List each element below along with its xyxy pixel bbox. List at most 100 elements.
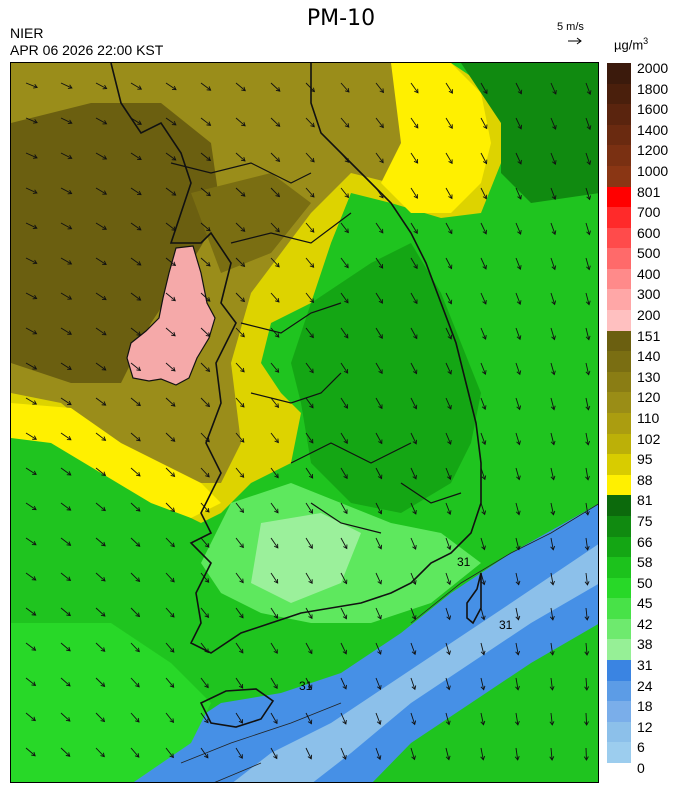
wind-arrow bbox=[550, 572, 554, 585]
wind-arrow bbox=[60, 397, 72, 406]
wind-arrow-head bbox=[446, 615, 452, 621]
pm10-map[interactable]: 31 31 31 bbox=[10, 62, 599, 783]
wind-arrow-head bbox=[413, 264, 418, 270]
wind-arrow bbox=[200, 432, 210, 442]
wind-arrow bbox=[130, 292, 141, 301]
wind-arrow-head bbox=[343, 333, 349, 339]
wind-arrow-head bbox=[309, 403, 314, 409]
wind-arrow-head bbox=[238, 719, 243, 724]
wind-arrow bbox=[95, 467, 106, 476]
wind-arrow bbox=[305, 537, 313, 549]
wind-arrow-head bbox=[584, 581, 590, 586]
wind-arrow-head bbox=[205, 402, 211, 408]
wind-arrow-head bbox=[586, 265, 591, 271]
wind-arrow-head bbox=[170, 577, 175, 583]
wind-arrow-head bbox=[66, 506, 72, 511]
wind-arrow-head bbox=[275, 297, 280, 303]
wind-arrow bbox=[445, 572, 451, 585]
wind-arrow-head bbox=[101, 506, 106, 512]
wind-arrow bbox=[550, 117, 557, 130]
contour-label: 31 bbox=[299, 679, 313, 693]
wind-arrow bbox=[60, 82, 73, 89]
legend-label: 31 bbox=[637, 657, 653, 674]
wind-arrow-head bbox=[412, 369, 418, 375]
wind-arrow bbox=[60, 607, 71, 616]
wind-arrow-head bbox=[65, 717, 71, 722]
wind-arrow-head bbox=[585, 405, 591, 411]
wind-arrow-head bbox=[65, 752, 71, 757]
wind-arrow-head bbox=[480, 720, 486, 726]
wind-arrow-head bbox=[171, 156, 177, 161]
wind-arrow bbox=[25, 747, 36, 757]
wind-arrow-head bbox=[310, 157, 315, 163]
wind-arrow-head bbox=[240, 297, 246, 303]
wind-arrow bbox=[235, 292, 245, 302]
wind-arrow-head bbox=[275, 192, 281, 198]
wind-arrow bbox=[60, 677, 71, 687]
wind-arrow-field bbox=[25, 82, 592, 761]
coastline-korea bbox=[110, 63, 482, 654]
wind-arrow bbox=[515, 607, 519, 620]
wind-arrow bbox=[515, 82, 522, 94]
wind-arrow bbox=[305, 257, 314, 268]
wind-arrow bbox=[375, 152, 384, 163]
wind-arrow bbox=[375, 362, 383, 374]
wind-arrow-head bbox=[240, 262, 246, 268]
wind-arrow-head bbox=[377, 544, 383, 550]
wind-arrow-head bbox=[379, 123, 384, 129]
wind-arrow-head bbox=[412, 580, 417, 585]
wind-arrow-head bbox=[206, 191, 211, 197]
wind-arrow-head bbox=[551, 335, 556, 341]
wind-arrow bbox=[165, 82, 177, 91]
wind-arrow bbox=[235, 362, 245, 373]
wind-arrow bbox=[410, 187, 418, 199]
wind-arrow-head bbox=[585, 300, 591, 306]
wind-arrow-head bbox=[481, 580, 486, 586]
wind-arrow-head bbox=[378, 299, 383, 304]
wind-arrow bbox=[375, 607, 382, 620]
wind-arrow-head bbox=[273, 719, 278, 725]
wind-reference-arrow-icon bbox=[568, 37, 582, 45]
wind-arrow-head bbox=[273, 614, 278, 619]
legend-label: 88 bbox=[637, 471, 653, 488]
wind-arrow bbox=[25, 397, 37, 405]
wind-arrow bbox=[165, 257, 176, 266]
wind-arrow bbox=[200, 642, 209, 653]
wind-arrow bbox=[585, 362, 590, 375]
wind-arrow bbox=[480, 152, 487, 164]
wind-arrow-head bbox=[205, 437, 210, 443]
pm-zone-land-green bbox=[291, 243, 481, 513]
wind-arrow-head bbox=[169, 718, 175, 724]
legend-swatch bbox=[607, 742, 631, 764]
wind-arrow bbox=[60, 502, 71, 511]
wind-arrow-head bbox=[240, 227, 246, 232]
wind-arrow-head bbox=[101, 401, 107, 406]
wind-arrow bbox=[60, 362, 72, 370]
legend-label: 95 bbox=[637, 451, 653, 468]
legend-label: 0 bbox=[637, 760, 645, 776]
wind-arrow bbox=[445, 467, 451, 480]
wind-arrow bbox=[235, 502, 244, 513]
wind-arrow bbox=[60, 712, 71, 722]
wind-arrow-head bbox=[482, 335, 487, 340]
legend-label: 6 bbox=[637, 739, 645, 756]
wind-arrow-head bbox=[136, 436, 141, 442]
legend-label: 45 bbox=[637, 595, 653, 612]
wind-arrow-head bbox=[308, 509, 313, 514]
wind-arrow bbox=[445, 712, 450, 725]
wind-arrow-head bbox=[205, 332, 211, 337]
wind-arrow bbox=[305, 117, 315, 128]
wind-arrow bbox=[305, 712, 312, 724]
legend-label: 110 bbox=[637, 410, 660, 426]
wind-arrow-head bbox=[310, 87, 316, 93]
wind-arrow bbox=[375, 537, 382, 549]
wind-arrow bbox=[130, 747, 140, 758]
legend-label: 1000 bbox=[637, 162, 669, 179]
wind-arrow-head bbox=[136, 296, 142, 301]
wind-arrow-head bbox=[241, 121, 246, 127]
wind-arrow-head bbox=[448, 89, 453, 94]
wind-arrow-head bbox=[309, 263, 315, 268]
pm-zone-south-green bbox=[11, 623, 211, 782]
wind-arrow bbox=[515, 362, 521, 375]
wind-arrow bbox=[95, 187, 107, 195]
